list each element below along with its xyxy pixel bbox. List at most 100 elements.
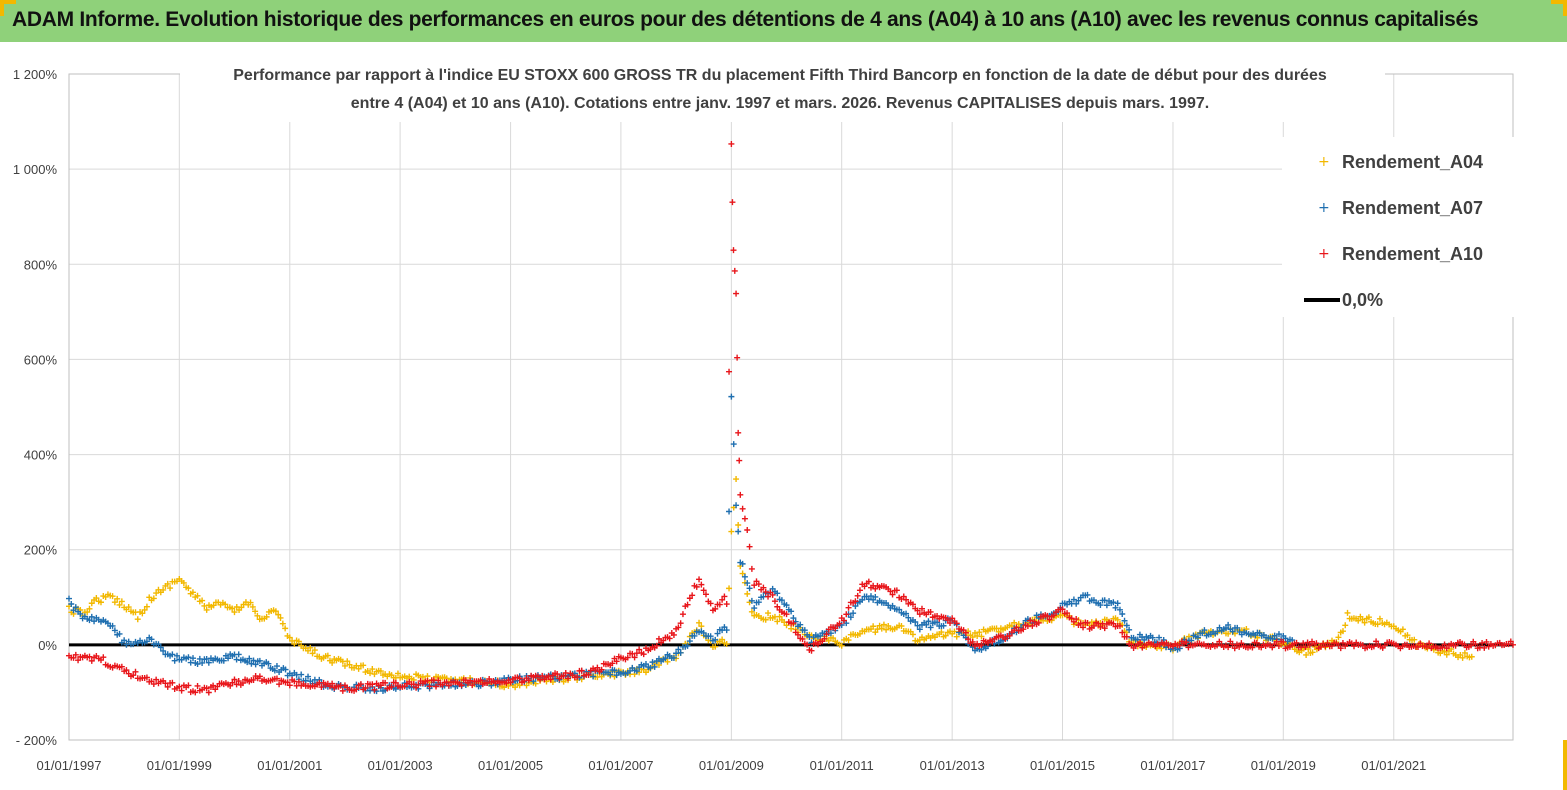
data-point <box>231 609 238 616</box>
data-point <box>847 614 854 621</box>
data-point <box>887 588 894 595</box>
data-point <box>256 673 263 680</box>
data-point <box>1114 616 1121 623</box>
data-point <box>486 676 493 683</box>
data-point <box>728 393 735 400</box>
banner-corner-left-v <box>0 0 4 16</box>
data-point <box>684 642 691 649</box>
data-point <box>91 618 98 625</box>
data-point <box>282 666 289 673</box>
data-point <box>867 593 874 600</box>
data-point <box>771 598 778 605</box>
data-point <box>1507 638 1514 645</box>
data-point <box>723 641 730 648</box>
data-point <box>72 604 79 611</box>
data-point <box>640 651 647 658</box>
data-point <box>790 615 797 622</box>
data-point <box>607 671 614 678</box>
data-point <box>1123 622 1130 629</box>
legend-marker-A10: + <box>1318 246 1330 262</box>
data-point <box>298 671 305 678</box>
data-point <box>729 199 736 206</box>
data-point <box>916 626 923 633</box>
data-point <box>1050 612 1057 619</box>
data-point <box>1249 644 1256 651</box>
x-tick-label: 01/01/2009 <box>699 758 764 773</box>
data-point <box>121 637 128 644</box>
data-point <box>636 646 643 653</box>
data-point <box>1097 623 1104 630</box>
data-point <box>823 631 830 638</box>
data-point <box>989 638 996 645</box>
data-point <box>150 681 157 688</box>
data-point <box>707 600 714 607</box>
data-point <box>778 597 785 604</box>
data-point <box>925 618 932 625</box>
data-point <box>856 587 863 594</box>
data-point <box>84 609 91 616</box>
data-point <box>942 632 949 639</box>
data-point <box>783 602 790 609</box>
data-point <box>746 585 753 592</box>
data-point <box>733 502 740 509</box>
data-point <box>1101 625 1108 632</box>
data-point <box>125 604 132 611</box>
data-point <box>741 515 748 522</box>
data-point <box>265 660 272 667</box>
data-point <box>751 582 758 589</box>
report-title: ADAM Informe. Evolution historique des p… <box>12 8 1479 31</box>
data-point <box>118 598 125 605</box>
data-point <box>1275 642 1282 649</box>
data-point <box>1324 640 1331 647</box>
data-point <box>1313 640 1320 647</box>
data-point <box>1149 634 1156 641</box>
data-point <box>852 598 859 605</box>
legend-label-zero: 0,0% <box>1342 290 1383 310</box>
data-point <box>716 601 723 608</box>
data-point <box>976 629 983 636</box>
data-point <box>295 638 302 645</box>
data-point <box>649 659 656 666</box>
data-point <box>1075 597 1082 604</box>
data-point <box>174 652 181 659</box>
data-point <box>788 625 795 632</box>
data-point <box>1116 606 1123 613</box>
data-point <box>1112 604 1119 611</box>
data-point <box>160 586 167 593</box>
data-point <box>222 601 229 608</box>
data-point <box>415 682 422 689</box>
data-point <box>734 354 741 361</box>
data-point <box>940 622 947 629</box>
data-point <box>702 591 709 598</box>
data-point <box>88 613 95 620</box>
data-point <box>66 595 72 602</box>
x-tick-label: 01/01/2001 <box>257 758 322 773</box>
data-point <box>735 521 742 528</box>
data-point <box>1479 639 1486 646</box>
data-point <box>185 682 192 689</box>
data-point <box>744 527 751 534</box>
data-point <box>744 580 751 587</box>
data-point <box>585 671 592 678</box>
data-point <box>171 657 178 664</box>
data-point <box>1399 626 1406 633</box>
data-point <box>1337 645 1344 652</box>
data-point <box>1231 645 1238 652</box>
data-point <box>1303 651 1310 658</box>
data-point <box>1481 644 1488 651</box>
data-point <box>726 585 733 592</box>
data-point <box>134 616 141 623</box>
y-tick-label: 400% <box>24 448 58 463</box>
data-point <box>382 679 389 686</box>
banner-corner-right <box>1551 0 1567 4</box>
data-point <box>978 642 985 649</box>
data-point <box>252 608 259 615</box>
data-point <box>360 662 367 669</box>
data-point <box>565 675 572 682</box>
data-point <box>783 611 790 618</box>
data-point <box>613 658 620 665</box>
data-point <box>698 581 705 588</box>
title-banner: ADAM Informe. Evolution historique des p… <box>0 0 1567 42</box>
data-point <box>194 661 201 668</box>
data-point <box>896 606 903 613</box>
